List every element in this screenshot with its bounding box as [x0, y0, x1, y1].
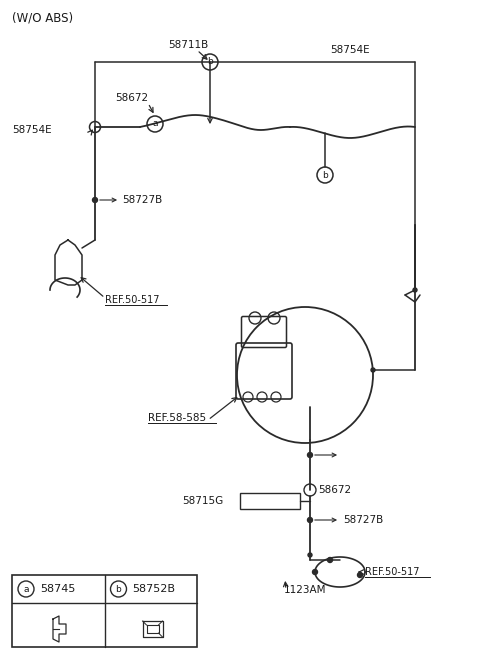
Text: REF.58-585: REF.58-585	[148, 413, 206, 423]
Circle shape	[371, 368, 375, 372]
Circle shape	[358, 572, 362, 578]
Text: REF.50-517: REF.50-517	[105, 295, 159, 305]
Text: 1123AM: 1123AM	[284, 585, 326, 595]
Bar	[240, 493, 300, 509]
Text: REF.50-517: REF.50-517	[365, 567, 420, 577]
Circle shape	[413, 288, 417, 292]
Text: a: a	[23, 584, 29, 593]
Text: 58672: 58672	[318, 485, 351, 495]
Text: 58727B: 58727B	[122, 195, 162, 205]
Text: 58672: 58672	[115, 93, 148, 103]
Text: 58727B: 58727B	[343, 515, 383, 525]
Circle shape	[308, 553, 312, 557]
Circle shape	[93, 198, 97, 202]
Text: a: a	[152, 119, 158, 128]
Text: (W/O ABS): (W/O ABS)	[12, 12, 73, 24]
Text: 58711B: 58711B	[168, 40, 208, 50]
Text: b: b	[116, 584, 121, 593]
Text: b: b	[207, 58, 213, 67]
Circle shape	[327, 557, 333, 563]
Text: 58745: 58745	[40, 584, 75, 594]
Circle shape	[308, 517, 312, 523]
Bar	[12, 575, 197, 647]
Circle shape	[308, 453, 312, 457]
Text: 58715G: 58715G	[182, 496, 223, 506]
Text: 58754E: 58754E	[12, 125, 52, 135]
Circle shape	[312, 569, 317, 574]
Text: 58754E: 58754E	[330, 45, 370, 55]
Text: b: b	[322, 170, 328, 179]
Text: 58752B: 58752B	[132, 584, 176, 594]
